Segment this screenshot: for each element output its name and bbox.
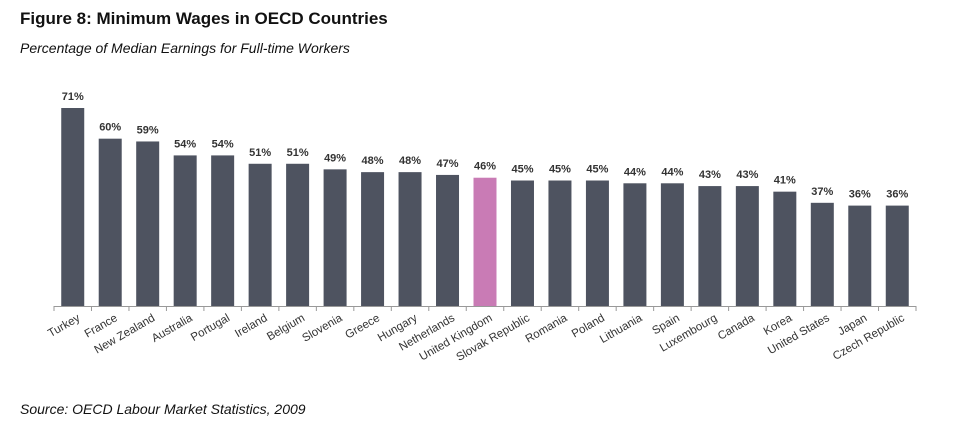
category-label: Portugal xyxy=(189,312,232,344)
data-label: 54% xyxy=(174,138,196,150)
bar xyxy=(848,205,872,306)
chart-source: Source: OECD Labour Market Statistics, 2… xyxy=(20,401,306,417)
bar xyxy=(361,172,385,306)
category-label: Ireland xyxy=(233,312,269,340)
data-label: 47% xyxy=(437,158,459,170)
category-label: Australia xyxy=(150,312,195,345)
bar xyxy=(548,180,572,306)
bar xyxy=(585,180,609,306)
bar xyxy=(698,186,722,306)
category-label: Lithuania xyxy=(598,312,645,346)
data-label: 43% xyxy=(736,169,758,181)
data-label: 59% xyxy=(137,124,159,136)
data-label: 45% xyxy=(586,164,608,176)
data-label: 43% xyxy=(699,169,721,181)
bar xyxy=(323,169,347,306)
data-label: 48% xyxy=(362,155,384,167)
data-label: 51% xyxy=(249,147,271,159)
bar xyxy=(61,108,85,306)
data-label: 45% xyxy=(549,164,571,176)
category-label: Belgium xyxy=(265,312,307,343)
bar xyxy=(248,163,272,306)
category-label: Greece xyxy=(343,312,382,341)
data-label: 44% xyxy=(624,166,646,178)
data-label: 36% xyxy=(849,189,871,201)
category-label: Canada xyxy=(716,312,757,343)
bar xyxy=(286,163,310,306)
data-label: 48% xyxy=(399,155,421,167)
data-label: 41% xyxy=(774,175,796,187)
bar xyxy=(136,141,160,306)
data-label: 54% xyxy=(212,138,234,150)
bar xyxy=(398,172,422,306)
bar xyxy=(773,191,797,306)
bar xyxy=(660,183,684,306)
category-label: Romania xyxy=(524,312,570,346)
chart-subtitle: Percentage of Median Earnings for Full-t… xyxy=(20,40,350,56)
data-label: 60% xyxy=(99,122,121,134)
data-label: 46% xyxy=(474,161,496,173)
data-label: 71% xyxy=(62,91,84,103)
data-label: 49% xyxy=(324,152,346,164)
data-label: 45% xyxy=(511,164,533,176)
bar xyxy=(173,155,197,306)
data-label: 36% xyxy=(886,189,908,201)
chart-title: Figure 8: Minimum Wages in OECD Countrie… xyxy=(20,9,388,28)
data-label: 37% xyxy=(811,186,833,198)
data-label: 51% xyxy=(287,147,309,159)
bar xyxy=(211,155,235,306)
bar xyxy=(473,177,497,306)
bar xyxy=(735,186,759,306)
bar xyxy=(885,205,909,306)
category-label: Turkey xyxy=(46,312,82,340)
bar xyxy=(623,183,647,306)
data-label: 44% xyxy=(661,166,683,178)
category-label: Slovenia xyxy=(300,312,345,345)
bar xyxy=(98,138,122,306)
bar xyxy=(436,174,460,306)
bar xyxy=(810,202,834,306)
bar xyxy=(510,180,534,306)
